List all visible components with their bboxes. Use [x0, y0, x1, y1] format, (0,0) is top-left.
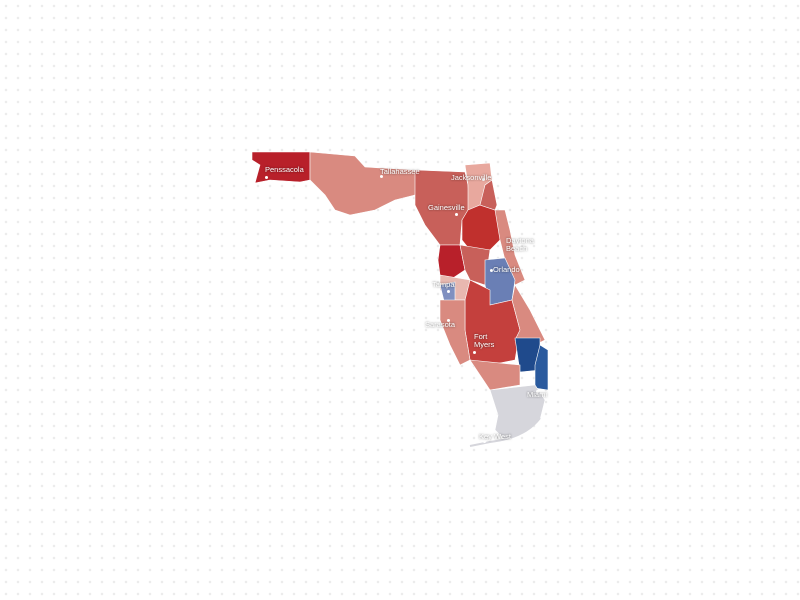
city-label: Miami — [527, 390, 547, 399]
city-dot — [455, 213, 458, 216]
city-dot — [482, 178, 485, 181]
district[interactable] — [479, 179, 498, 211]
city-label: Tampa — [432, 280, 455, 289]
city-dot — [490, 269, 493, 272]
city-dot — [265, 176, 268, 179]
city-dot — [447, 290, 450, 293]
districts — [251, 151, 549, 447]
city-label: Key West — [479, 432, 511, 441]
city-label: Tallahassee — [380, 167, 420, 176]
city-label: Daytona Beach — [506, 236, 534, 253]
district[interactable] — [439, 299, 471, 366]
city-dot — [483, 440, 486, 443]
city-label: Sarasota — [425, 320, 456, 329]
district[interactable] — [309, 151, 421, 216]
city-dot — [447, 319, 450, 322]
district[interactable] — [469, 359, 521, 391]
district[interactable] — [494, 209, 526, 286]
city-label: Gainesville — [428, 203, 465, 212]
district[interactable] — [459, 244, 491, 286]
district[interactable] — [534, 344, 549, 391]
keys — [469, 417, 541, 447]
city-label: Jacksonville — [451, 173, 492, 182]
city-label: Orlando — [493, 265, 520, 274]
city-label: Fort Myers — [474, 332, 495, 349]
district[interactable] — [511, 284, 546, 346]
city-label: Penssacola — [265, 165, 304, 174]
city-dot — [473, 351, 476, 354]
city-dot — [380, 175, 383, 178]
city-dot — [536, 390, 539, 393]
district[interactable] — [414, 169, 471, 246]
